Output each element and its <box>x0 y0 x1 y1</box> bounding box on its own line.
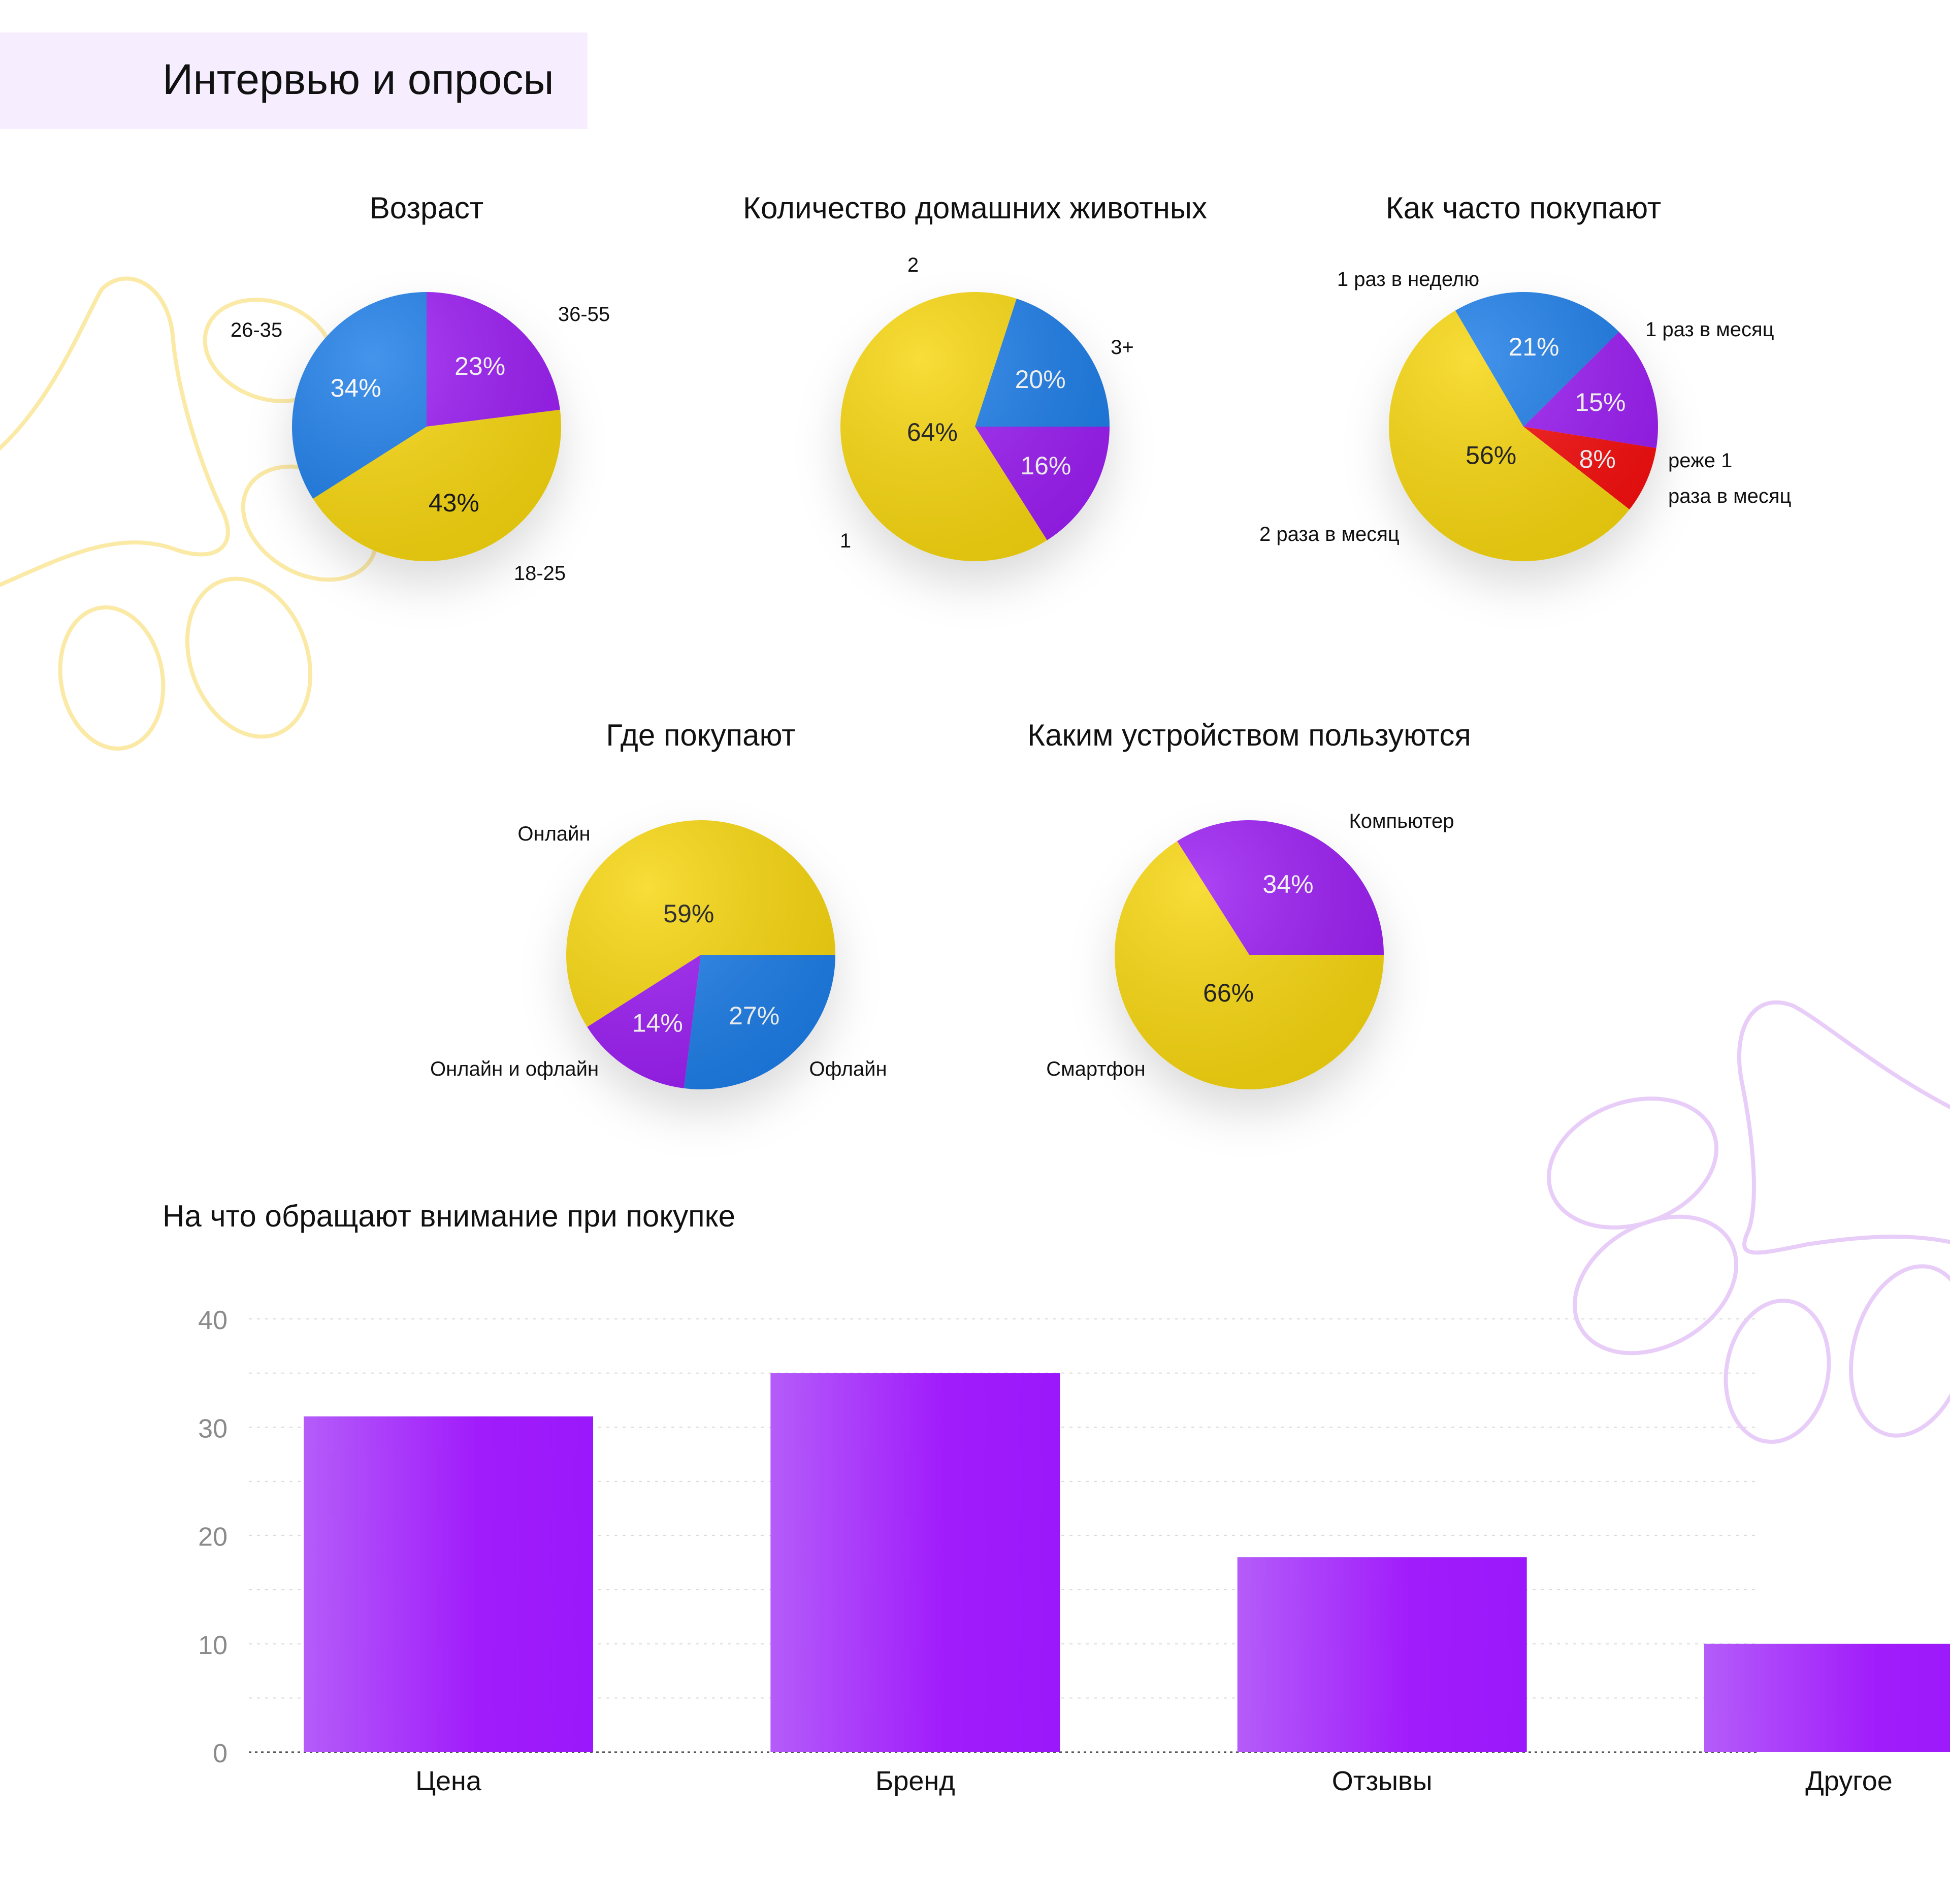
pie-gloss <box>1115 820 1384 1089</box>
header-banner <box>0 33 588 129</box>
pie-slice-label: Смартфон <box>1046 1058 1146 1080</box>
pie-chart: Каким устройством пользуются34%66%Компью… <box>1027 718 1471 1089</box>
bar <box>1704 1643 1950 1752</box>
y-tick-label: 10 <box>198 1631 228 1660</box>
pie-chart-title: Где покупают <box>606 718 795 752</box>
pie-slice-label: 36-55 <box>558 303 610 326</box>
y-tick-label: 20 <box>198 1523 228 1552</box>
pie-slice-label: Компьютер <box>1349 810 1454 832</box>
bar <box>1237 1557 1527 1752</box>
pie-chart-title: Как часто покупают <box>1386 191 1662 225</box>
pie-slice-label: Офлайн <box>809 1058 887 1080</box>
pie-gloss <box>566 820 835 1089</box>
pie-slice-label: 1 <box>840 530 851 552</box>
pie-chart-title: Каким устройством пользуются <box>1027 718 1471 752</box>
pie-charts: Возраст23%43%34%36-5518-2526-35Количеств… <box>231 191 1791 1089</box>
pie-chart: Как часто покупают15%8%56%21%1 раз в мес… <box>1259 191 1791 561</box>
pie-chart: Количество домашних животных16%64%20%3+1… <box>743 191 1207 561</box>
pie-slice-label: 3+ <box>1111 336 1134 359</box>
pie-slice-label: 2 раза в месяц <box>1259 523 1400 545</box>
pie-slice-label: Онлайн <box>517 823 590 845</box>
pie-chart-title: Количество домашних животных <box>743 191 1207 225</box>
pie-gloss <box>292 292 561 561</box>
pie-slice-label: 1 раз в неделю <box>1337 268 1479 291</box>
pie-slice-label: 2 <box>907 254 919 276</box>
pie-slice-label: реже 1 раза в месяц <box>1668 449 1791 507</box>
y-tick-label: 0 <box>213 1739 228 1768</box>
x-category-label: Бренд <box>875 1766 955 1796</box>
bar <box>770 1373 1060 1752</box>
x-category-label: Цена <box>415 1766 482 1796</box>
pie-slice-label: 26-35 <box>231 319 282 341</box>
x-category-label: Отзывы <box>1332 1766 1433 1796</box>
pie-slice-label: 18-25 <box>514 562 566 585</box>
pie-slice-label: Онлайн и офлайн <box>430 1058 599 1080</box>
y-tick-label: 40 <box>198 1306 228 1335</box>
y-tick-label: 30 <box>198 1414 228 1443</box>
page-title: Интервью и опросы <box>162 55 554 103</box>
paw-print-icon <box>1547 1000 1950 1444</box>
x-category-label: Другое <box>1805 1766 1893 1796</box>
pie-gloss <box>1389 292 1658 561</box>
pie-chart-title: Возраст <box>370 191 483 225</box>
pie-gloss <box>840 292 1110 561</box>
bar-chart-title: На что обращают внимание при покупке <box>162 1199 735 1233</box>
bar <box>304 1416 593 1752</box>
pie-slice-label: 1 раз в месяц <box>1645 318 1774 341</box>
